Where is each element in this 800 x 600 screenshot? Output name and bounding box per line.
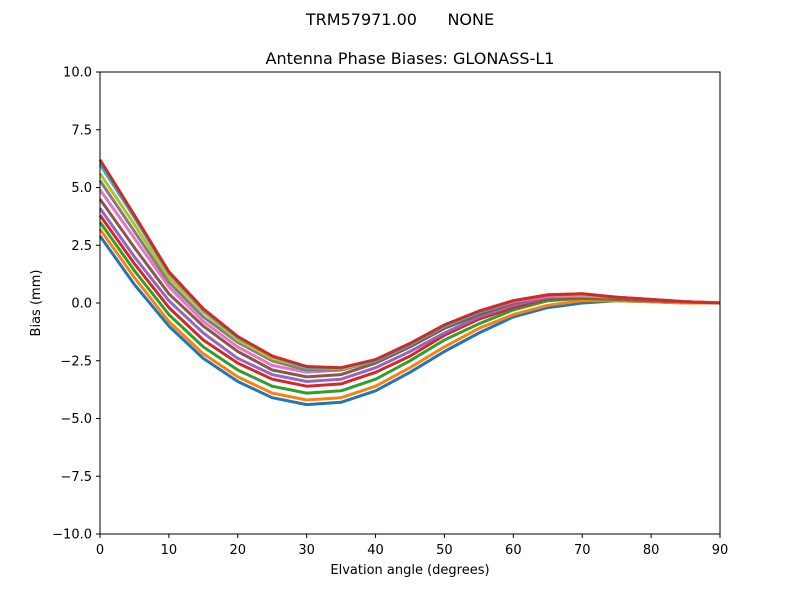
- chart-title: Antenna Phase Biases: GLONASS-L1: [266, 49, 555, 68]
- x-tick-label: 70: [574, 543, 591, 558]
- x-tick-label: 60: [505, 543, 522, 558]
- series-line-8: [98, 179, 721, 372]
- x-tick-label: 0: [96, 543, 104, 558]
- x-tick-label: 20: [230, 543, 247, 558]
- y-axis-label: Bias (mm): [29, 270, 44, 337]
- y-tick-label: 7.5: [71, 123, 92, 138]
- x-tick-label: 80: [643, 543, 660, 558]
- plot-frame: [99, 71, 721, 535]
- x-tick-label: 90: [712, 543, 729, 558]
- y-tick-label: 10.0: [63, 66, 92, 81]
- series-lines: [98, 159, 721, 407]
- y-tick-label: −2.5: [60, 354, 92, 369]
- y-tick-label: 5.0: [71, 181, 92, 196]
- series-line-9: [98, 172, 721, 371]
- series-line-1: [98, 235, 720, 407]
- y-tick-label: −10.0: [52, 528, 92, 543]
- x-tick-label: 50: [436, 543, 453, 558]
- series-line-11: [98, 159, 721, 370]
- y-tick-label: −7.5: [60, 470, 92, 485]
- x-tick-label: 30: [298, 543, 315, 558]
- y-axis-ticks: −10.0 −7.5 −5.0 −2.5 0.0 2.5 5.0 7.5 10.0: [52, 66, 100, 543]
- figure-suptitle: TRM57971.00 NONE: [305, 10, 495, 29]
- x-axis-label: Elvation angle (degrees): [330, 563, 489, 578]
- x-axis-ticks: 0 10 20 30 40 50 60 70 80 90: [96, 534, 728, 558]
- x-tick-label: 10: [161, 543, 178, 558]
- y-tick-label: −5.0: [60, 412, 92, 427]
- y-tick-label: 2.5: [71, 239, 92, 254]
- x-tick-label: 40: [367, 543, 384, 558]
- y-tick-label: 0.0: [71, 297, 92, 312]
